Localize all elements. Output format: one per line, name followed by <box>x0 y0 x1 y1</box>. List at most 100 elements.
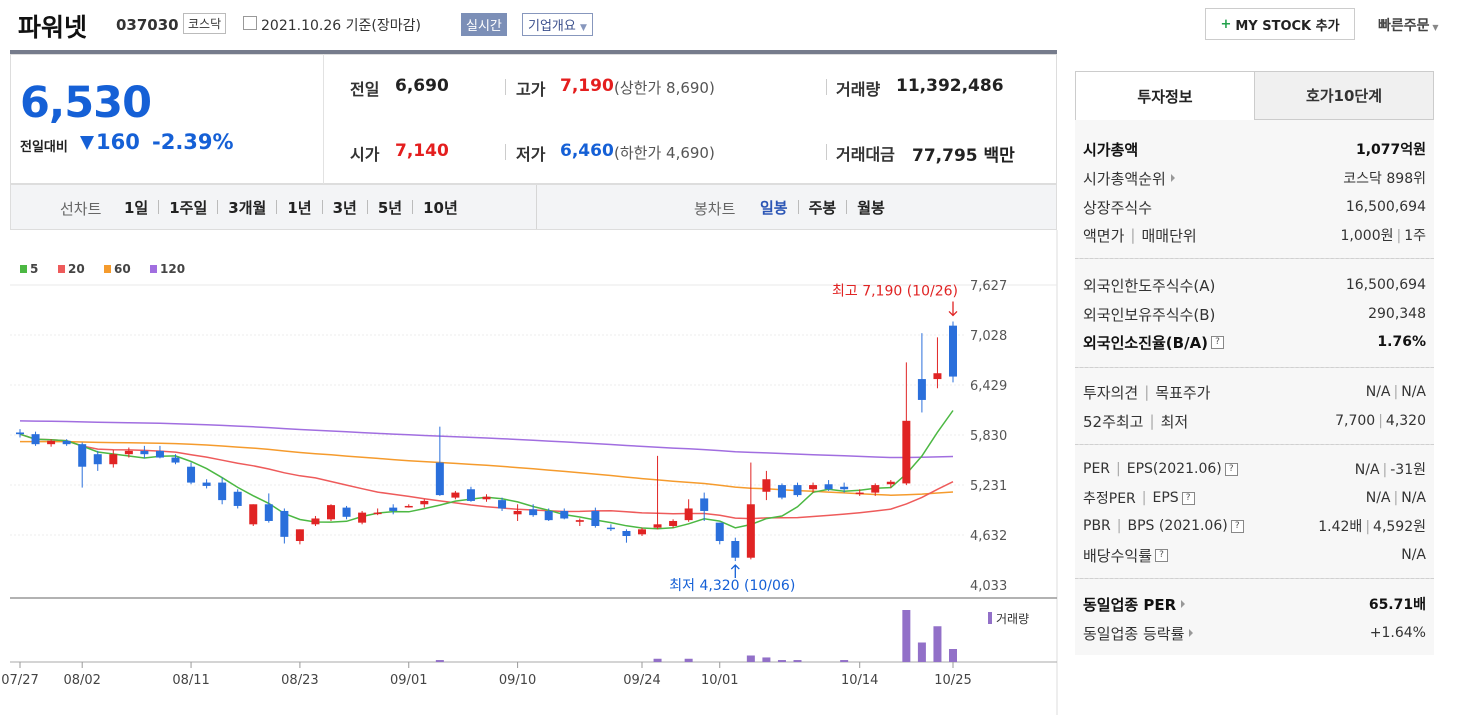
period-10y[interactable]: 10년 <box>423 198 458 217</box>
volume-legend: 거래량 <box>996 612 1030 626</box>
candle-body <box>933 373 942 380</box>
help-icon[interactable]: ? <box>1155 548 1169 562</box>
period-5y[interactable]: 5년 <box>377 198 403 217</box>
candle-body <box>840 486 849 490</box>
volume-bar <box>762 657 771 662</box>
tab-invest-info[interactable]: 투자정보 <box>1075 71 1255 120</box>
volume-bar <box>793 660 802 662</box>
candle-body <box>855 492 864 495</box>
row-dividend: 배당수익률? N/A <box>1083 543 1426 567</box>
volume-bar <box>949 649 957 662</box>
row-foreign-ratio: 외국인소진율(B/A)? 1.76% <box>1083 330 1426 354</box>
candle-body <box>606 527 615 530</box>
row-foreign-own: 외국인보유주식수(B) 290,348 <box>1083 302 1426 326</box>
y-tick-label: 7,028 <box>970 329 1007 344</box>
row-industry-rate[interactable]: 동일업종 등락률 +1.64% <box>1083 621 1426 645</box>
caret-right-icon <box>1189 629 1194 637</box>
high-annotation: 최고 7,190 (10/26) <box>832 283 958 299</box>
divider <box>846 200 848 214</box>
my-stock-add-button[interactable]: + MY STOCK 추가 <box>1205 8 1355 40</box>
row-industry-per[interactable]: 동일업종 PER 65.71배 <box>1083 592 1426 616</box>
divider <box>412 200 414 214</box>
volume-bar <box>684 658 693 662</box>
candle-body <box>31 434 40 445</box>
y-tick-label: 4,033 <box>970 579 1007 594</box>
legend-label: 5 <box>30 262 38 276</box>
realtime-badge[interactable]: 실시간 <box>461 13 507 36</box>
par-value: 1,000원 <box>1340 228 1394 244</box>
market-badge: 코스닥 <box>183 13 227 34</box>
company-overview-dropdown[interactable]: 기업개요 ▼ <box>522 13 593 36</box>
quick-order-dropdown[interactable]: 빠른주문 ▼ <box>1378 15 1438 35</box>
candle-body <box>622 530 631 537</box>
stock-code: 037030 <box>116 16 179 34</box>
candle-body <box>886 481 895 485</box>
industry-rate-label: 동일업종 등락률 <box>1083 624 1185 643</box>
tab-order-book[interactable]: 호가10단계 <box>1254 71 1434 120</box>
period-weekly[interactable]: 주봉 <box>808 198 837 217</box>
period-daily[interactable]: 일봉 <box>760 198 788 217</box>
divider <box>1075 367 1434 368</box>
candle-body <box>435 462 444 496</box>
candle-body <box>529 509 538 516</box>
divider <box>505 144 506 160</box>
market-cap-label: 시가총액 <box>1083 140 1139 159</box>
legend-label: 120 <box>160 262 185 276</box>
quote-box <box>10 54 1057 184</box>
x-tick-label: 09/01 <box>390 673 427 688</box>
calendar-icon <box>243 16 257 30</box>
eps-label: EPS(2021.06) <box>1126 461 1222 477</box>
opinion-label: 투자의견 <box>1083 383 1139 402</box>
candle-body <box>47 440 56 445</box>
foreign-own-label: 외국인보유주식수(B) <box>1083 305 1216 324</box>
open-label: 시가 <box>350 145 380 164</box>
divider <box>1075 444 1434 445</box>
candle-body <box>451 492 460 498</box>
candle-body <box>389 507 398 511</box>
period-1d[interactable]: 1일 <box>124 198 149 217</box>
x-tick-label: 09/10 <box>499 673 536 688</box>
volume-legend-swatch <box>988 612 992 624</box>
w52-high-value: 7,700 <box>1335 413 1376 429</box>
foreign-limit-value: 16,500,694 <box>1345 277 1426 293</box>
candle-body <box>327 505 335 520</box>
nav-divider <box>536 185 537 229</box>
candle-body <box>684 508 693 521</box>
row-per: PER | EPS(2021.06)? N/A | -31원 <box>1083 461 1426 478</box>
volume-label: 거래량 <box>836 80 881 99</box>
x-axis: 07/27 08/02 08/11 08/23 09/01 09/10 09/24 10/01… <box>1 662 972 688</box>
help-icon[interactable]: ? <box>1181 491 1195 505</box>
candle-body <box>311 518 320 525</box>
period-3m[interactable]: 3개월 <box>228 198 267 217</box>
legend-swatch <box>150 265 157 273</box>
help-icon[interactable]: ? <box>1230 519 1244 533</box>
help-icon[interactable]: ? <box>1211 335 1225 349</box>
period-1w[interactable]: 1주일 <box>169 198 208 217</box>
period-monthly[interactable]: 월봉 <box>857 198 885 217</box>
x-tick-label: 08/11 <box>172 673 209 688</box>
shares-label: 상장주식수 <box>1083 198 1153 217</box>
candle-body <box>249 504 258 525</box>
period-3y[interactable]: 3년 <box>332 198 357 217</box>
target-value: N/A <box>1401 384 1426 400</box>
row-market-cap-rank[interactable]: 시가총액순위 코스닥 898위 <box>1083 166 1426 190</box>
volume-bar <box>653 658 662 662</box>
x-tick-label: 08/23 <box>281 673 318 688</box>
candle-body <box>949 325 957 377</box>
x-tick-label: 07/27 <box>1 673 38 688</box>
candle-body <box>513 510 522 515</box>
x-tick-label: 08/02 <box>63 673 100 688</box>
dividend-value: N/A <box>1401 547 1426 563</box>
candle-body <box>109 454 118 465</box>
legend-label: 20 <box>68 262 85 276</box>
help-icon[interactable]: ? <box>1224 462 1238 476</box>
quote-divider <box>323 54 324 184</box>
ma20-line <box>19 433 954 520</box>
period-1y[interactable]: 1년 <box>287 198 312 217</box>
y-tick-label: 5,231 <box>970 479 1007 494</box>
row-opinion: 투자의견 | 목표주가 N/A | N/A <box>1083 383 1426 402</box>
candle-body <box>264 504 273 521</box>
volume-value: 11,392,486 <box>896 76 1004 96</box>
caret-right-icon <box>1170 174 1175 182</box>
pbr-label: PBR <box>1083 518 1111 534</box>
